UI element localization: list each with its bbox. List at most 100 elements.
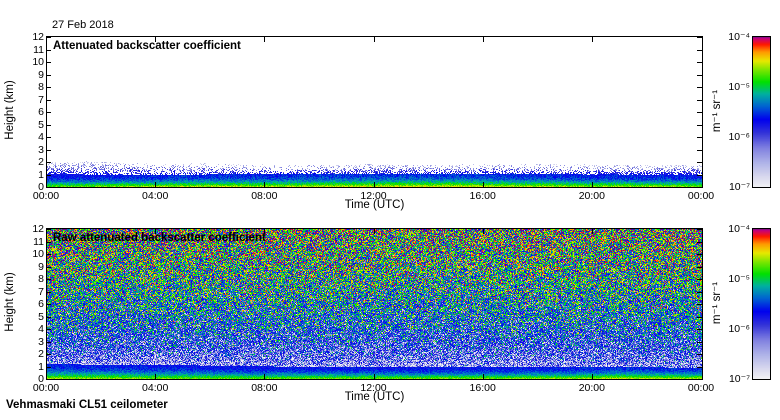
colorbar-gradient-top <box>753 37 770 187</box>
colorbar-unit-label-bottom: m⁻¹ sr⁻¹ <box>711 281 723 325</box>
y-tick-mark <box>697 62 702 63</box>
y-tick-mark <box>697 150 702 151</box>
y-tick-mark <box>697 267 702 268</box>
y-tick-mark <box>46 367 51 368</box>
x-tick-label: 12:00 <box>360 382 387 394</box>
instrument-footer: Vehmasmaki CL51 ceilometer <box>6 399 168 411</box>
y-tick-mark <box>46 125 51 126</box>
y-tick-mark <box>697 242 702 243</box>
x-tick-mark <box>155 182 156 187</box>
y-tick-mark <box>46 279 51 280</box>
plot-area-bottom[interactable] <box>46 228 703 380</box>
y-tick-mark <box>46 379 51 380</box>
y-tick-label: 12 <box>32 31 44 43</box>
y-tick-mark <box>46 162 51 163</box>
x-tick-mark <box>483 37 484 42</box>
y-tick-mark <box>697 137 702 138</box>
y-tick-label: 0 <box>38 181 44 193</box>
y-tick-mark <box>697 279 702 280</box>
y-tick-label: 3 <box>38 143 44 156</box>
y-tick-mark <box>697 50 702 51</box>
colorbar-top <box>752 36 771 188</box>
x-tick-label: 00:00 <box>32 190 60 202</box>
y-tick-mark <box>697 187 702 188</box>
colorbar-tick-label: 10⁻⁵ <box>728 81 750 93</box>
x-tick-mark <box>155 229 156 234</box>
y-tick-mark <box>697 254 702 255</box>
y-tick-mark <box>697 75 702 76</box>
y-tick-label: 10 <box>32 56 44 68</box>
x-tick-label: 00:00 <box>687 382 715 394</box>
x-tick-mark <box>264 374 265 379</box>
y-tick-mark <box>697 125 702 126</box>
x-tick-mark <box>592 182 593 187</box>
x-tick-mark <box>155 374 156 379</box>
y-tick-mark <box>46 37 51 38</box>
x-tick-mark <box>374 182 375 187</box>
x-tick-label: 16:00 <box>469 190 496 202</box>
colorbar-tick-label: 10⁻⁶ <box>728 323 750 335</box>
x-tick-label: 20:00 <box>578 382 605 394</box>
y-tick-label: 7 <box>38 93 44 106</box>
x-tick-label: 12:00 <box>360 190 387 202</box>
y-tick-mark <box>46 112 51 113</box>
y-tick-mark <box>697 229 702 230</box>
x-tick-label: 00:00 <box>687 190 715 202</box>
y-tick-mark <box>46 150 51 151</box>
x-tick-mark <box>483 374 484 379</box>
y-tick-mark <box>46 242 51 243</box>
y-tick-mark <box>46 175 51 176</box>
y-tick-label: 11 <box>33 235 44 248</box>
colorbar-unit-label-top: m⁻¹ sr⁻¹ <box>711 89 723 133</box>
y-tick-label: 10 <box>32 248 44 260</box>
x-tick-mark <box>592 229 593 234</box>
x-tick-label: 04:00 <box>142 190 169 202</box>
y-tick-mark <box>46 292 51 293</box>
y-tick-label: 3 <box>38 335 44 348</box>
y-tick-mark <box>46 137 51 138</box>
y-tick-label: 4 <box>38 131 44 143</box>
y-tick-mark <box>46 254 51 255</box>
y-tick-label: 1 <box>38 168 44 181</box>
y-tick-label: 6 <box>38 298 44 310</box>
x-tick-mark <box>592 374 593 379</box>
y-tick-label: 9 <box>38 260 44 273</box>
colorbar-tick-label: 10⁻⁵ <box>728 273 750 285</box>
y-tick-label: 2 <box>38 156 44 168</box>
y-tick-mark <box>697 304 702 305</box>
y-tick-mark <box>46 304 51 305</box>
x-tick-mark <box>374 374 375 379</box>
x-axis-label-bottom: Time (UTC) <box>344 391 405 403</box>
x-tick-label: 08:00 <box>251 382 278 394</box>
x-tick-mark <box>264 182 265 187</box>
x-tick-mark <box>592 37 593 42</box>
y-tick-mark <box>697 37 702 38</box>
y-tick-mark <box>46 267 51 268</box>
y-tick-label: 8 <box>38 81 44 93</box>
y-tick-mark <box>46 62 51 63</box>
y-tick-mark <box>697 292 702 293</box>
colorbar-tick-label: 10⁻⁷ <box>728 373 750 385</box>
y-tick-label: 11 <box>33 43 44 56</box>
x-tick-mark <box>374 229 375 234</box>
x-axis-label-top: Time (UTC) <box>344 199 405 211</box>
colorbar-tick-label: 10⁻⁷ <box>728 181 750 193</box>
y-tick-mark <box>697 100 702 101</box>
y-tick-mark <box>46 229 51 230</box>
y-tick-label: 4 <box>38 323 44 335</box>
x-tick-label: 08:00 <box>251 190 278 202</box>
y-tick-label: 12 <box>32 223 44 235</box>
backscatter-image-bottom <box>47 229 702 379</box>
y-tick-mark <box>697 379 702 380</box>
y-tick-mark <box>46 354 51 355</box>
x-tick-label: 00:00 <box>32 382 60 394</box>
y-tick-label: 1 <box>38 360 44 373</box>
y-tick-label: 7 <box>38 285 44 298</box>
y-tick-mark <box>46 50 51 51</box>
panel-attenuated-backscatter: 27 Feb 2018 Attenuated backscatter coeff… <box>4 19 771 211</box>
y-tick-mark <box>46 100 51 101</box>
y-axis-label-top: Height (km) <box>4 80 16 140</box>
colorbar-tick-label: 10⁻⁴ <box>728 223 750 235</box>
plot-area-top[interactable] <box>46 36 703 188</box>
y-tick-label: 8 <box>38 273 44 285</box>
